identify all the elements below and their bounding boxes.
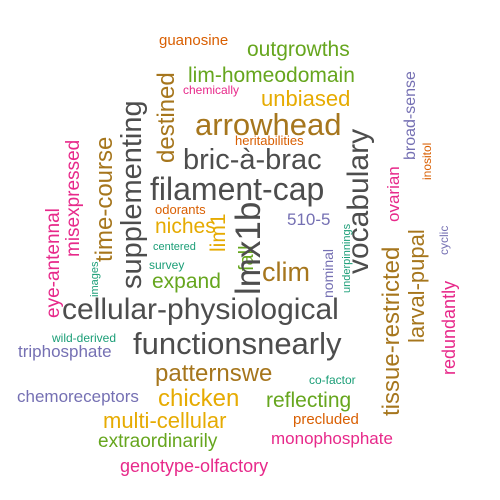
word-vocabulary: vocabulary	[342, 128, 375, 274]
word-ovarian: ovarian	[384, 166, 403, 222]
word-destined: destined	[153, 72, 180, 163]
word-unbiased: unbiased	[261, 86, 351, 111]
word-bric-a-brac: bric-à-brac	[183, 144, 322, 176]
word-multi-cellular: multi-cellular	[103, 408, 227, 433]
word-expand: expand	[152, 270, 221, 293]
word-clim: clim	[262, 257, 310, 287]
word-lim1: lim1	[207, 213, 230, 252]
word-nominal: nominal	[320, 248, 336, 298]
word-reflecting: reflecting	[266, 389, 352, 412]
word-filament-cap: filament-cap	[150, 171, 325, 207]
word-chicken: chicken	[158, 385, 240, 412]
word-functionsnearly: functionsnearly	[133, 326, 342, 361]
word-supplementing: supplementing	[116, 100, 148, 289]
word-centered: centered	[153, 241, 196, 253]
word-heritabilities: heritabilities	[235, 133, 304, 148]
word-triphosphate: triphosphate	[18, 342, 112, 361]
word-extraordinarily: extraordinarily	[98, 431, 218, 452]
word-survey: survey	[149, 258, 185, 272]
word-redundantly: redundantly	[439, 280, 459, 375]
word-time-course: time-course	[91, 136, 118, 262]
word-tissue-restricted: tissue-restricted	[378, 246, 405, 416]
word-510-5: 510-5	[287, 210, 331, 229]
word-eye-antennal: eye-antennal	[43, 208, 64, 318]
word-guanosine: guanosine	[159, 32, 229, 49]
word-broad-sense: broad-sense	[402, 71, 419, 160]
word-inositol: inositol	[420, 142, 434, 180]
word-arrowhead: arrowhead	[195, 107, 342, 142]
word-genotype-olfactory: genotype-olfactory	[120, 456, 269, 476]
word-co-factor: co-factor	[309, 373, 356, 387]
word-images: images	[89, 261, 101, 297]
word-monophosphate: monophosphate	[271, 429, 393, 448]
word-larval-pupal: larval-pupal	[404, 229, 429, 343]
word-misexpressed: misexpressed	[63, 139, 84, 257]
word-chemically: chemically	[183, 83, 240, 97]
word-lim-homeodomain: lim-homeodomain	[188, 64, 355, 87]
word-outgrowths: outgrowths	[247, 38, 350, 61]
word-lmx1b: lmx1b	[229, 201, 268, 295]
word-patternswe: patternswe	[155, 360, 273, 387]
word-chemoreceptors: chemoreceptors	[17, 387, 139, 406]
word-cellular-physiological: cellular-physiological	[62, 293, 339, 326]
word-wild-derived: wild-derived	[52, 331, 117, 345]
word-precluded: precluded	[293, 411, 359, 428]
word-odorants: odorants	[155, 202, 206, 217]
word-cyclic: cyclic	[437, 225, 451, 255]
word-niches: niches	[155, 215, 216, 238]
